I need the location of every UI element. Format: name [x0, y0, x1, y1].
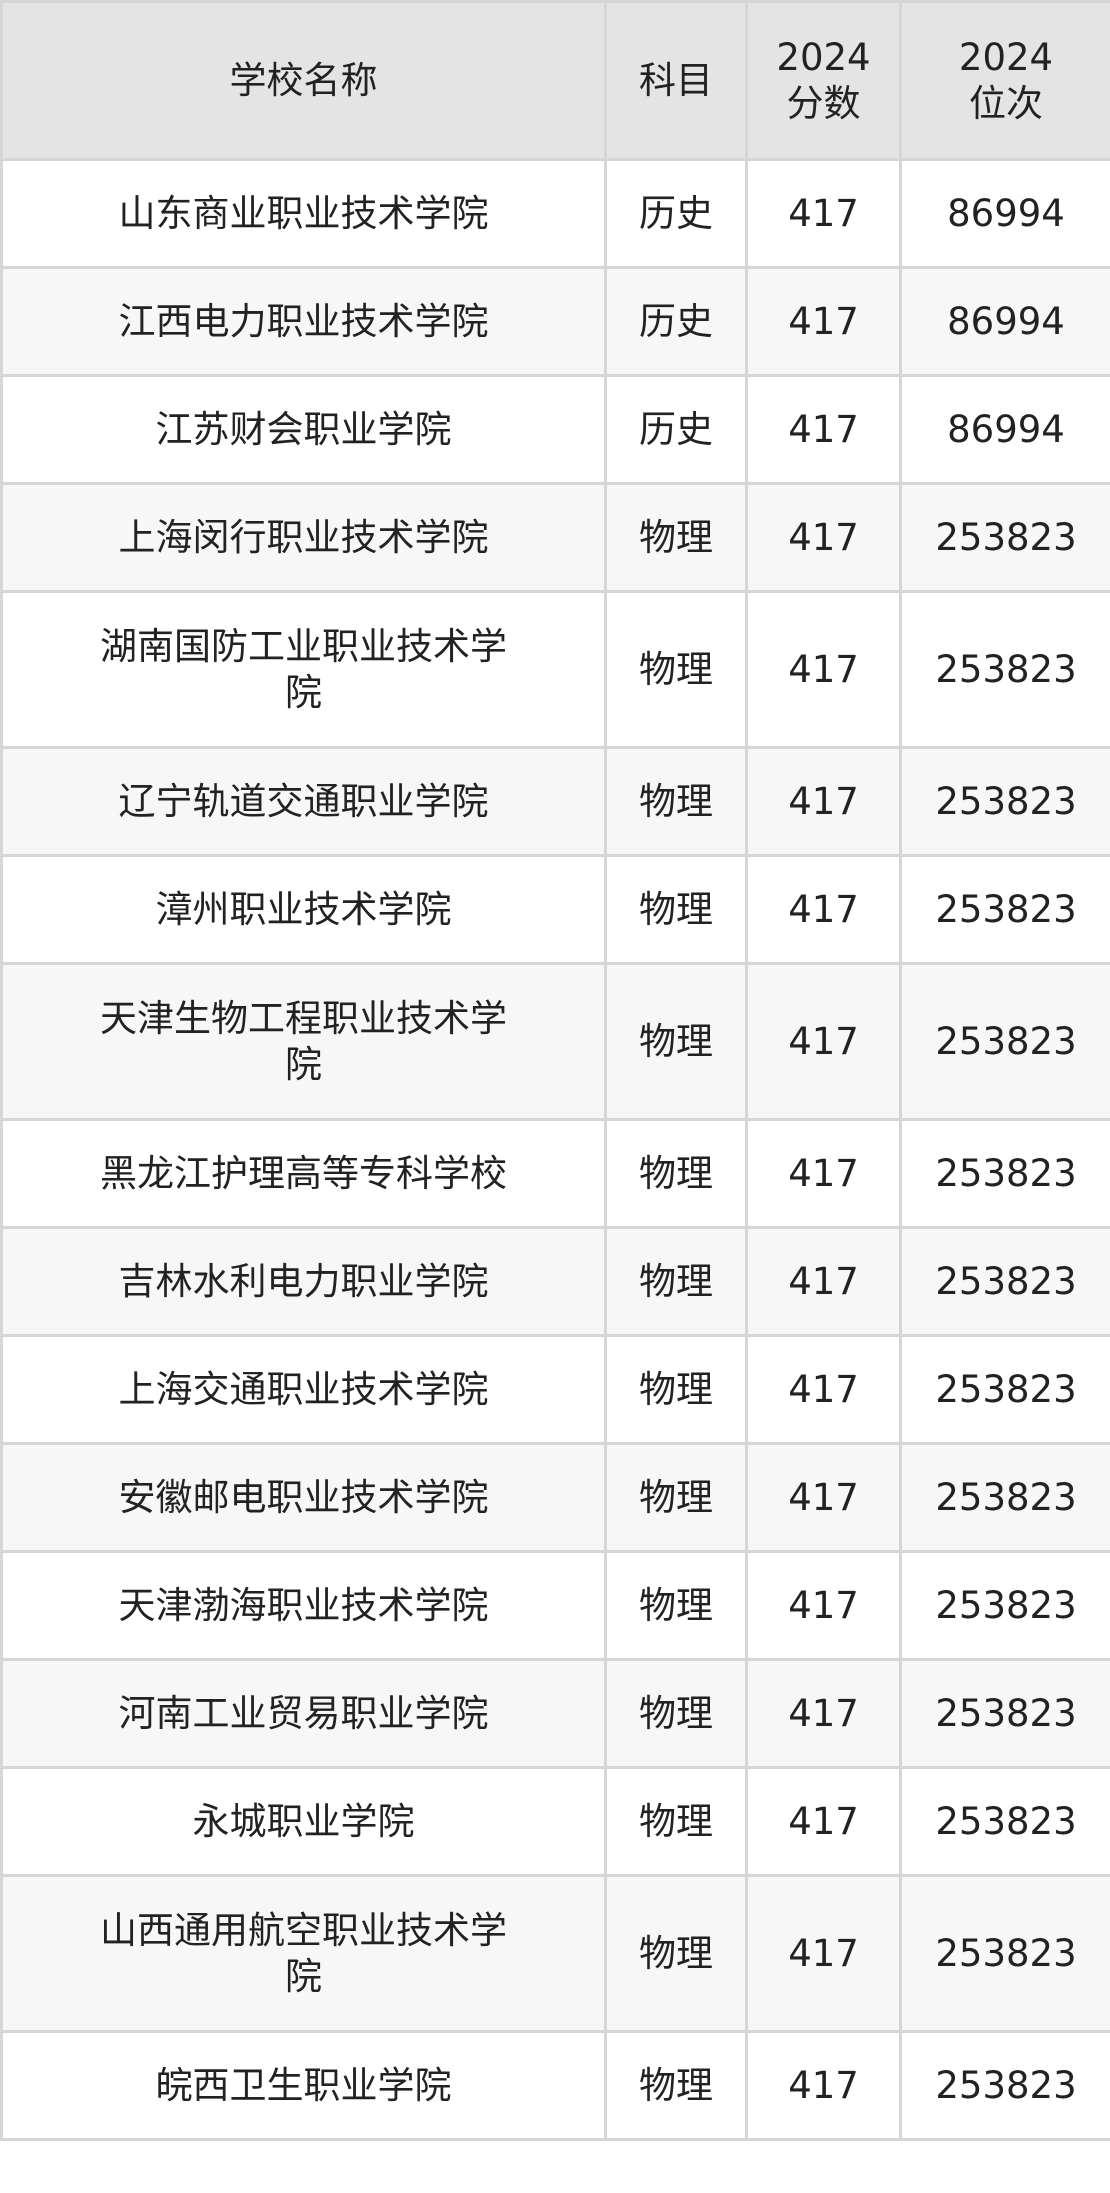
subject-cell: 历史	[604, 266, 748, 377]
rank-cell: 253823	[899, 2030, 1110, 2141]
table-row: 辽宁轨道交通职业学院 物理 417 253823	[0, 746, 1110, 857]
rank-cell: 86994	[899, 158, 1110, 269]
header-row: 学校名称 科目 2024 分数 2024 位次	[0, 0, 1110, 161]
score-cell: 417	[745, 962, 902, 1121]
subject-cell: 物理	[604, 1442, 748, 1553]
score-cell: 417	[745, 1766, 902, 1877]
table-row: 漳州职业技术学院 物理 417 253823	[0, 854, 1110, 965]
rank-cell: 253823	[899, 590, 1110, 749]
score-cell: 417	[745, 590, 902, 749]
score-cell: 417	[745, 374, 902, 485]
school-cell: 河南工业贸易职业学院	[0, 1658, 607, 1769]
subject-cell: 物理	[604, 1550, 748, 1661]
subject-cell: 物理	[604, 1118, 748, 1229]
school-cell: 皖西卫生职业学院	[0, 2030, 607, 2141]
table-row: 江苏财会职业学院 历史 417 86994	[0, 374, 1110, 485]
table-row: 吉林水利电力职业学院 物理 417 253823	[0, 1226, 1110, 1337]
school-cell: 江苏财会职业学院	[0, 374, 607, 485]
header-rank: 2024 位次	[899, 0, 1110, 161]
school-cell: 吉林水利电力职业学院	[0, 1226, 607, 1337]
rank-cell: 253823	[899, 962, 1110, 1121]
subject-cell: 物理	[604, 962, 748, 1121]
subject-cell: 物理	[604, 746, 748, 857]
rank-cell: 253823	[899, 1874, 1110, 2033]
rank-cell: 253823	[899, 1550, 1110, 1661]
table-row: 安徽邮电职业技术学院 物理 417 253823	[0, 1442, 1110, 1553]
score-cell: 417	[745, 482, 902, 593]
rank-cell: 253823	[899, 1766, 1110, 1877]
school-cell: 江西电力职业技术学院	[0, 266, 607, 377]
rank-cell: 253823	[899, 1226, 1110, 1337]
header-school: 学校名称	[0, 0, 607, 161]
table-row: 天津生物工程职业技术学院 物理 417 253823	[0, 962, 1110, 1121]
table-row: 黑龙江护理高等专科学校 物理 417 253823	[0, 1118, 1110, 1229]
table-row: 上海闵行职业技术学院 物理 417 253823	[0, 482, 1110, 593]
table-row: 山东商业职业技术学院 历史 417 86994	[0, 158, 1110, 269]
rank-cell: 253823	[899, 854, 1110, 965]
school-cell: 上海闵行职业技术学院	[0, 482, 607, 593]
score-cell: 417	[745, 1658, 902, 1769]
school-cell: 辽宁轨道交通职业学院	[0, 746, 607, 857]
rank-cell: 253823	[899, 746, 1110, 857]
score-cell: 417	[745, 746, 902, 857]
school-cell: 湖南国防工业职业技术学院	[0, 590, 607, 749]
subject-cell: 物理	[604, 1334, 748, 1445]
score-cell: 417	[745, 1118, 902, 1229]
school-cell: 天津生物工程职业技术学院	[0, 962, 607, 1121]
table-row: 湖南国防工业职业技术学院 物理 417 253823	[0, 590, 1110, 749]
subject-cell: 物理	[604, 854, 748, 965]
school-cell: 山东商业职业技术学院	[0, 158, 607, 269]
rank-cell: 86994	[899, 266, 1110, 377]
school-cell: 永城职业学院	[0, 1766, 607, 1877]
subject-cell: 物理	[604, 1658, 748, 1769]
school-cell: 黑龙江护理高等专科学校	[0, 1118, 607, 1229]
score-cell: 417	[745, 1226, 902, 1337]
school-cell: 漳州职业技术学院	[0, 854, 607, 965]
rank-cell: 253823	[899, 482, 1110, 593]
rank-cell: 86994	[899, 374, 1110, 485]
school-cell: 山西通用航空职业技术学院	[0, 1874, 607, 2033]
score-cell: 417	[745, 1334, 902, 1445]
header-subject: 科目	[604, 0, 748, 161]
subject-cell: 历史	[604, 374, 748, 485]
score-cell: 417	[745, 1874, 902, 2033]
subject-cell: 物理	[604, 482, 748, 593]
table-row: 上海交通职业技术学院 物理 417 253823	[0, 1334, 1110, 1445]
subject-cell: 物理	[604, 1226, 748, 1337]
score-cell: 417	[745, 1442, 902, 1553]
rank-cell: 253823	[899, 1658, 1110, 1769]
score-cell: 417	[745, 854, 902, 965]
score-cell: 417	[745, 2030, 902, 2141]
score-cell: 417	[745, 266, 902, 377]
table-row: 山西通用航空职业技术学院 物理 417 253823	[0, 1874, 1110, 2033]
header-score: 2024 分数	[745, 0, 902, 161]
rank-cell: 253823	[899, 1118, 1110, 1229]
table-row: 河南工业贸易职业学院 物理 417 253823	[0, 1658, 1110, 1769]
subject-cell: 历史	[604, 158, 748, 269]
subject-cell: 物理	[604, 590, 748, 749]
score-table: 学校名称 科目 2024 分数 2024 位次 山东商业职业技术学院 历史 417 8…	[0, 0, 1110, 2141]
school-cell: 上海交通职业技术学院	[0, 1334, 607, 1445]
subject-cell: 物理	[604, 1766, 748, 1877]
score-cell: 417	[745, 1550, 902, 1661]
score-cell: 417	[745, 158, 902, 269]
table-row: 永城职业学院 物理 417 253823	[0, 1766, 1110, 1877]
table-row: 天津渤海职业技术学院 物理 417 253823	[0, 1550, 1110, 1661]
rank-cell: 253823	[899, 1442, 1110, 1553]
table-row: 江西电力职业技术学院 历史 417 86994	[0, 266, 1110, 377]
school-cell: 天津渤海职业技术学院	[0, 1550, 607, 1661]
rank-cell: 253823	[899, 1334, 1110, 1445]
table-row: 皖西卫生职业学院 物理 417 253823	[0, 2030, 1110, 2141]
subject-cell: 物理	[604, 1874, 748, 2033]
school-cell: 安徽邮电职业技术学院	[0, 1442, 607, 1553]
subject-cell: 物理	[604, 2030, 748, 2141]
